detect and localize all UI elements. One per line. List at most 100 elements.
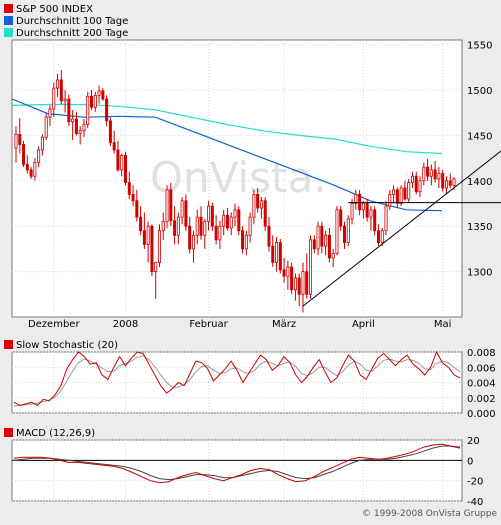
candle xyxy=(324,230,328,256)
candle xyxy=(263,197,267,231)
x-tick-label: Mai xyxy=(434,319,452,330)
candle xyxy=(48,105,52,127)
x-tick-label: Februar xyxy=(189,319,228,330)
candle-body xyxy=(354,193,358,204)
candle xyxy=(142,212,146,249)
candle xyxy=(52,82,56,118)
candle xyxy=(120,153,124,177)
candle xyxy=(44,113,48,140)
series-line xyxy=(13,355,461,407)
candle-body xyxy=(52,87,56,110)
candle-body xyxy=(256,193,260,209)
candle xyxy=(346,215,350,247)
candle-body xyxy=(441,173,445,189)
candle-body xyxy=(252,193,256,218)
candle xyxy=(278,238,282,274)
candle xyxy=(22,140,26,168)
candle-body xyxy=(346,218,350,243)
candle xyxy=(146,221,150,263)
candle xyxy=(86,91,90,129)
candle-body xyxy=(165,189,169,223)
candle xyxy=(124,151,128,186)
ma100-line xyxy=(11,98,443,212)
main-y-axis: 1550 1500 1450 1400 1350 1300 xyxy=(467,41,492,279)
candle-body xyxy=(33,162,37,177)
stochastic-title-swatch xyxy=(4,340,13,349)
candle xyxy=(433,160,437,183)
candle xyxy=(373,206,377,236)
candle-body xyxy=(195,216,199,236)
macd-panel xyxy=(11,439,463,502)
candle xyxy=(293,273,297,301)
candle xyxy=(29,167,33,179)
candle-body xyxy=(248,216,252,236)
main-y-tick-label: 1450 xyxy=(467,131,492,142)
candle xyxy=(414,171,418,195)
candle-body xyxy=(218,225,222,241)
candle xyxy=(154,262,158,299)
stochastic-y-axis: 0.008 0.006 0.004 0.002 0.000 xyxy=(467,348,496,420)
candle-body xyxy=(267,225,271,247)
candle-body xyxy=(448,180,452,186)
candle-body xyxy=(350,203,354,220)
candle-body xyxy=(365,203,369,218)
candle xyxy=(316,221,320,256)
candle xyxy=(384,200,388,236)
legend: S&P 500 INDEX Durchschnitt 100 Tage Durc… xyxy=(4,4,128,39)
candle-body xyxy=(452,178,456,186)
candle xyxy=(441,169,445,192)
candle-body xyxy=(290,266,294,291)
candle xyxy=(252,189,256,225)
candle-body xyxy=(418,180,422,193)
candle xyxy=(78,126,82,145)
candle xyxy=(71,109,75,140)
candle-body xyxy=(222,214,226,227)
x-tick-label: Dezember xyxy=(28,319,80,330)
candle-body xyxy=(157,230,161,263)
candle-body xyxy=(335,209,339,254)
candle xyxy=(63,89,67,113)
candle xyxy=(97,85,101,104)
candle xyxy=(290,262,294,295)
candle xyxy=(207,200,211,231)
candle xyxy=(237,206,241,236)
candle-body xyxy=(433,169,437,180)
candle xyxy=(214,215,218,245)
candle-body xyxy=(44,116,48,138)
candle-body xyxy=(324,234,328,247)
legend-swatch-sp500 xyxy=(4,4,13,13)
candle xyxy=(301,262,305,313)
candle-body xyxy=(414,175,418,193)
candle-body xyxy=(139,216,143,232)
candle-body xyxy=(127,182,131,195)
candle xyxy=(90,89,94,110)
candle-body xyxy=(312,239,316,250)
x-tick-label: März xyxy=(272,319,296,330)
candle xyxy=(282,257,286,283)
candle-body xyxy=(399,187,403,204)
candle-body xyxy=(297,277,301,295)
main-y-tick-label: 1400 xyxy=(467,177,492,188)
candle xyxy=(176,212,180,245)
candle-body xyxy=(275,242,279,263)
candle xyxy=(195,209,199,245)
candle-body xyxy=(93,95,97,108)
candle xyxy=(335,206,339,256)
candle xyxy=(320,221,324,254)
candle xyxy=(101,88,105,101)
candle xyxy=(354,189,358,210)
candle xyxy=(37,146,41,168)
candle xyxy=(165,185,169,228)
candle-body xyxy=(233,209,237,218)
footer-copyright: © 1999-2008 OnVista Gruppe xyxy=(362,509,497,519)
candle-body xyxy=(120,154,124,171)
candle xyxy=(203,218,207,249)
y-tick-label: 0.004 xyxy=(467,379,496,390)
candle xyxy=(407,178,411,203)
candle xyxy=(422,162,426,186)
candle xyxy=(127,171,131,199)
candle xyxy=(59,69,63,105)
candle-body xyxy=(229,216,233,229)
candle-body xyxy=(146,225,150,245)
